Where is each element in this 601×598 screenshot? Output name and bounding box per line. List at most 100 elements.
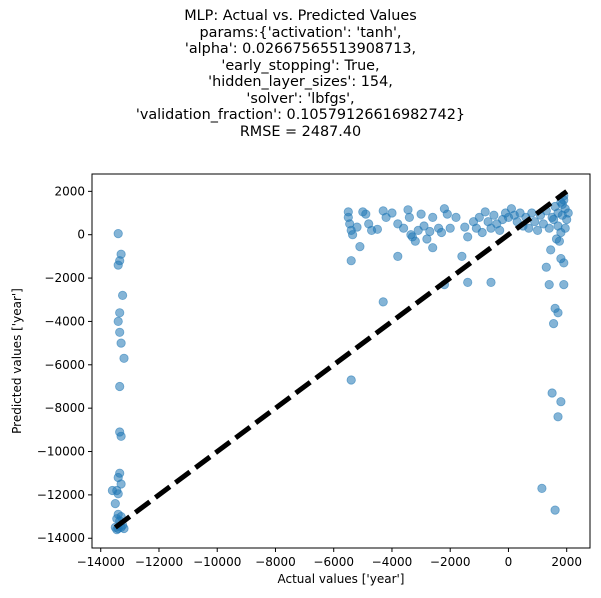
chart-title-line: params:{'activation': 'tanh', (199, 24, 402, 41)
data-point (115, 327, 125, 337)
data-point (541, 262, 551, 272)
chart-title-line: 'alpha': 0.02667565513908713, (184, 41, 417, 57)
y-axis-label: Predicted values ['year'] (10, 288, 24, 434)
data-point (557, 199, 567, 209)
data-point (553, 308, 563, 318)
data-point (477, 227, 487, 238)
data-point (532, 225, 543, 235)
data-point (559, 258, 569, 268)
data-point (393, 251, 403, 261)
y-tick-label: −14000 (37, 531, 85, 545)
y-tick-label: −6000 (44, 358, 85, 372)
x-tick-label: −8000 (255, 555, 296, 569)
data-point (419, 221, 429, 231)
data-point (550, 505, 560, 515)
data-point (563, 208, 573, 218)
data-point (116, 338, 126, 348)
data-point (451, 212, 461, 222)
data-point (110, 498, 120, 509)
y-tick-label: −12000 (37, 488, 85, 502)
x-tick-label: −10000 (193, 555, 241, 569)
data-point (416, 209, 426, 219)
data-point (445, 223, 455, 233)
data-point (460, 222, 470, 232)
data-point (486, 277, 496, 287)
data-point (463, 232, 473, 242)
y-tick-label: −10000 (37, 445, 85, 459)
data-point (480, 207, 490, 217)
data-point (346, 375, 356, 385)
data-point (546, 245, 556, 255)
data-point (436, 227, 447, 238)
chart-title: MLP: Actual vs. Predicted Values params:… (0, 8, 601, 140)
y-tick-label: −4000 (44, 314, 85, 328)
data-point (113, 260, 123, 270)
data-point (113, 316, 123, 326)
data-point (387, 208, 397, 218)
chart-title-line: RMSE = 2487.40 (239, 123, 362, 140)
data-point (463, 277, 473, 287)
data-point (119, 353, 129, 363)
chart-title-line: MLP: Actual vs. Predicted Values (184, 8, 417, 24)
data-point (544, 279, 554, 290)
data-point (553, 208, 563, 218)
data-point (474, 212, 484, 222)
data-point (372, 224, 382, 234)
x-tick-label: −6000 (313, 555, 354, 569)
data-point (116, 431, 126, 441)
data-point (361, 209, 371, 219)
data-point (559, 279, 569, 290)
data-point (428, 212, 438, 222)
data-point (548, 318, 559, 329)
data-point (116, 479, 126, 489)
data-point (410, 236, 420, 246)
reference-line-layer (113, 189, 569, 530)
x-tick-label: 0 (505, 555, 513, 569)
data-point (560, 223, 570, 233)
data-point (118, 290, 128, 300)
data-point (115, 308, 125, 318)
data-point (355, 242, 365, 252)
data-point (537, 483, 547, 493)
data-point (113, 229, 123, 239)
reference-line (113, 189, 569, 530)
data-point (457, 251, 467, 261)
axes-frame (91, 173, 591, 549)
y-tick-label: −8000 (44, 401, 85, 415)
data-point (378, 297, 388, 307)
data-point (530, 217, 540, 227)
data-point (524, 223, 534, 233)
x-tick-label: −4000 (372, 555, 413, 569)
data-point (346, 256, 356, 266)
data-point (556, 397, 566, 407)
data-point (352, 222, 362, 232)
x-tick-label: −2000 (430, 555, 471, 569)
data-point (551, 234, 562, 244)
data-point (547, 388, 557, 398)
data-point (113, 489, 123, 499)
data-point (398, 223, 409, 233)
data-point (428, 243, 438, 253)
chart-title-line: 'hidden_layer_sizes': 154, (208, 74, 393, 90)
data-point (425, 226, 435, 237)
x-axis-label: Actual values ['year'] (278, 572, 405, 586)
data-point (553, 412, 563, 422)
y-tick-label: −2000 (44, 271, 85, 285)
y-tick-label: 0 (77, 228, 85, 242)
x-tick-label: 2000 (551, 555, 582, 569)
chart-title-line: 'solver': 'lbfgs', (246, 90, 355, 107)
data-point (115, 381, 125, 392)
data-point (544, 223, 554, 233)
chart-title-line: 'early_stopping': True, (221, 57, 380, 74)
data-point (347, 230, 358, 240)
chart-title-line: 'validation_fraction': 0.105791266169827… (135, 107, 466, 123)
data-point (495, 225, 505, 235)
data-point (404, 212, 414, 222)
ticks-layer: −14000 −12000 −10000 −8000 −6000 −4000 −2000 0 2… (37, 184, 582, 569)
x-tick-label: −12000 (135, 555, 183, 569)
data-point (489, 210, 499, 220)
data-point (442, 209, 452, 219)
x-tick-label: −14000 (77, 555, 125, 569)
points-layer (107, 191, 573, 535)
